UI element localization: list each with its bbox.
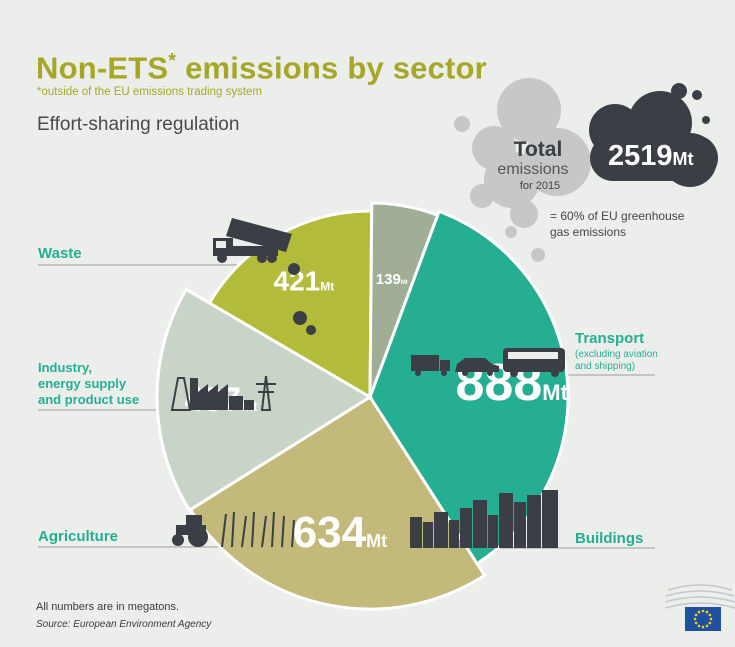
tractor-wheat-icon [172, 511, 295, 548]
pie-slice-buildings [188, 394, 487, 611]
label-agriculture: Agriculture [38, 528, 118, 545]
total-share-line1: = 60% of EU greenhouse [550, 209, 685, 223]
svg-text:2519Mt: 2519Mt [608, 140, 694, 172]
eu-star [697, 624, 701, 628]
page-title: Non-ETS* emissions by sector [36, 50, 487, 86]
label-waste: Waste [38, 245, 82, 262]
eu-star [697, 610, 701, 614]
label-buildings: Buildings [575, 530, 643, 547]
slice-value-buildings: 634Mt [293, 508, 387, 557]
source-note: Source: European Environment Agency [36, 619, 212, 630]
eu-star [694, 621, 698, 625]
total-year: for 2015 [520, 180, 560, 192]
eu-star [701, 625, 705, 629]
label-industry: Industry, energy supply and product use [38, 360, 139, 407]
label-transport-note: (excluding aviation and shipping) [575, 349, 658, 372]
eu-star [701, 609, 705, 613]
eu-star [705, 624, 709, 628]
truck-dump-icon [213, 218, 316, 335]
total-share-line2: gas emissions [550, 225, 626, 239]
label-transport: Transport [575, 330, 644, 347]
total-emissions-word: emissions [497, 161, 568, 178]
total-unit: Mt [673, 149, 694, 169]
page-subtitle: *outside of the EU emissions trading sys… [37, 86, 262, 98]
eu-star [705, 610, 709, 614]
section-heading: Effort-sharing regulation [37, 114, 240, 135]
eu-star [708, 621, 712, 625]
factory-icon [170, 375, 276, 411]
units-note: All numbers are in megatons. [36, 601, 180, 613]
slice-value-waste: 139Mt [376, 271, 408, 288]
total-value: 2519 [608, 140, 673, 172]
pie-slice-waste [368, 201, 440, 398]
total-word: Total [514, 138, 563, 161]
eu-star [693, 617, 697, 621]
title-asterisk: * [168, 50, 177, 72]
vehicles-icon [411, 348, 565, 377]
city-buildings-icon [410, 490, 558, 548]
eu-star [709, 617, 713, 621]
eu-star [708, 613, 712, 617]
eu-star [694, 613, 698, 617]
total-cloud: Total emissions for 2015 2519Mt = 60% of… [454, 78, 718, 262]
eu-logo [664, 584, 735, 631]
